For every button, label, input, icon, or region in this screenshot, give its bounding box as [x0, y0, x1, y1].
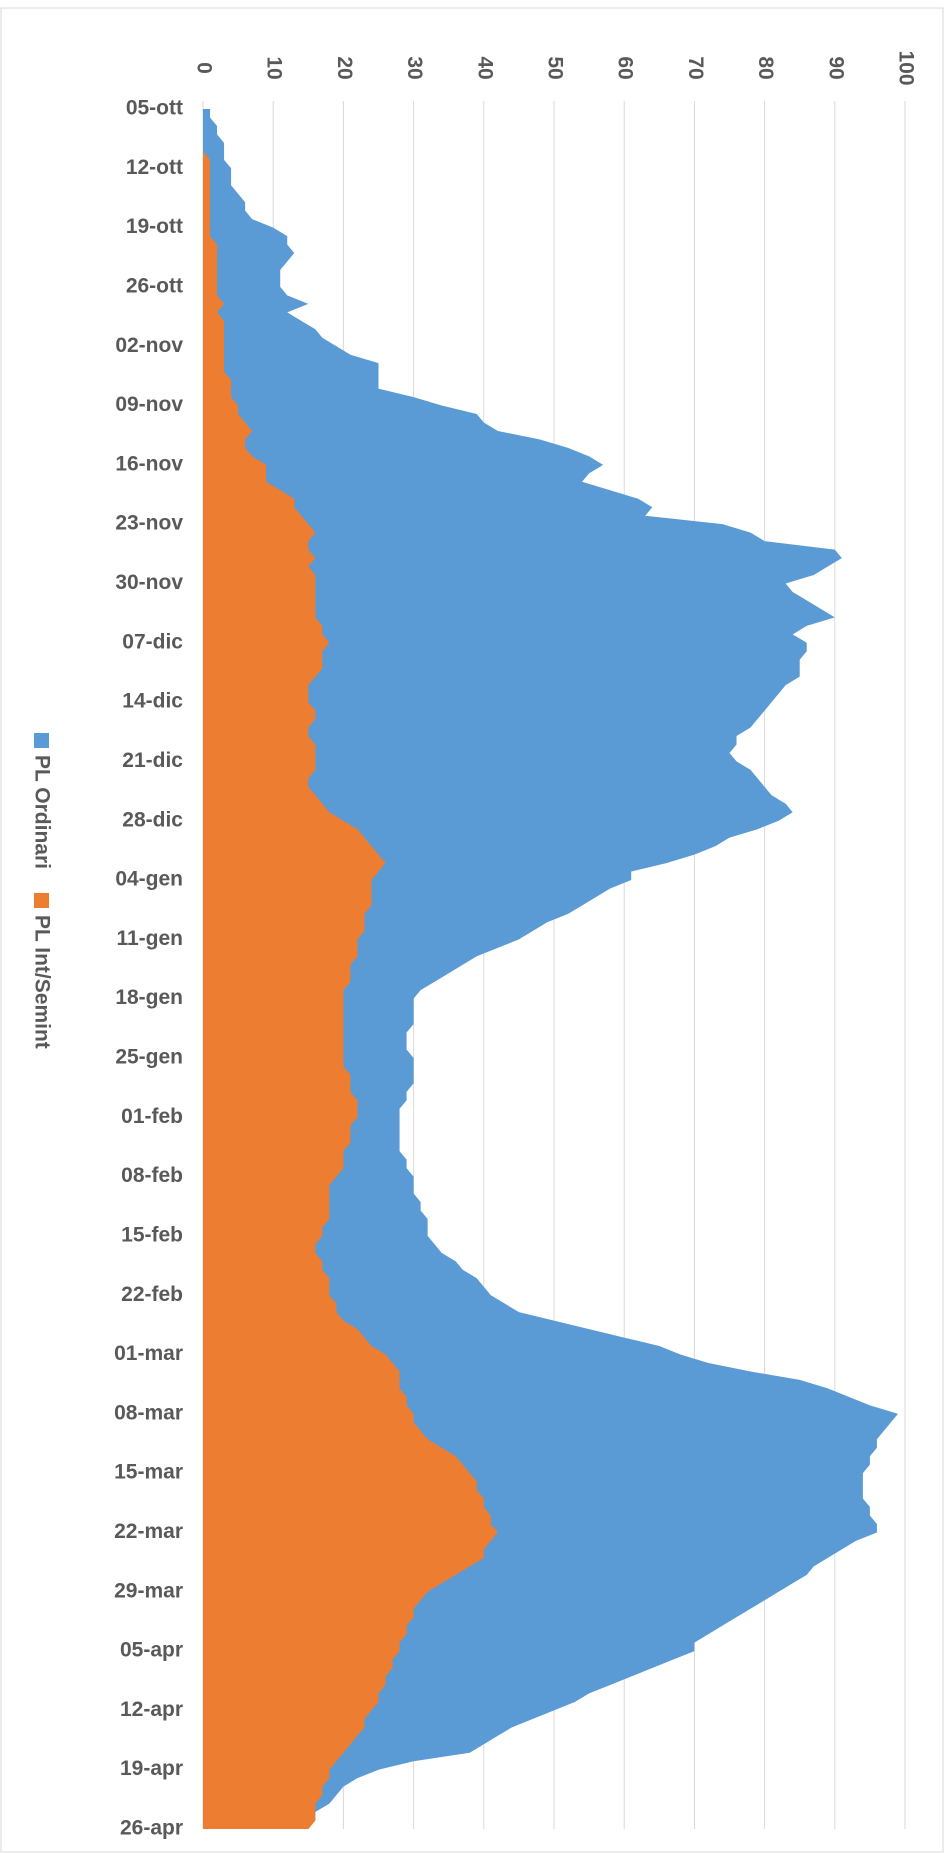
- y-tick-label: 12-apr: [120, 1698, 183, 1721]
- x-tick-label: 0: [192, 62, 215, 74]
- y-tick-label: 08-feb: [121, 1164, 183, 1187]
- y-tick-label: 23-nov: [115, 512, 183, 535]
- legend-swatch: [34, 892, 49, 908]
- legend-swatch: [34, 733, 49, 748]
- chart-border: [0, 7, 944, 1853]
- y-tick-label: 22-mar: [114, 1520, 183, 1543]
- y-tick-label: 01-mar: [114, 1342, 183, 1365]
- x-tick-label: 30: [403, 56, 426, 79]
- y-tick-label: 15-mar: [114, 1461, 183, 1484]
- y-tick-label: 25-gen: [115, 1046, 183, 1069]
- y-tick-label: 12-ott: [126, 156, 183, 179]
- y-tick-label: 11-gen: [116, 927, 183, 950]
- x-tick-label: 10: [263, 56, 286, 79]
- y-tick-label: 19-ott: [126, 215, 183, 238]
- x-tick-label: 90: [824, 56, 847, 79]
- y-tick-label: 09-nov: [115, 393, 183, 416]
- y-tick-label: 30-nov: [115, 571, 183, 594]
- y-tick-label: 14-dic: [122, 690, 183, 713]
- x-tick-label: 80: [754, 56, 777, 79]
- y-tick-label: 19-apr: [120, 1757, 183, 1780]
- y-tick-label: 29-mar: [114, 1579, 183, 1602]
- y-tick-label: 15-feb: [121, 1223, 183, 1246]
- x-tick-label: 70: [684, 56, 707, 79]
- area: [203, 109, 498, 1829]
- legend-label: PL Int/Semint: [30, 915, 53, 1049]
- legend-label: PL Ordinari: [30, 755, 53, 869]
- y-tick-label: 07-dic: [122, 630, 183, 653]
- y-tick-label: 04-gen: [115, 868, 183, 891]
- y-tick-label: 01-feb: [121, 1105, 183, 1128]
- y-tick-label: 18-gen: [115, 986, 183, 1009]
- y-tick-label: 16-nov: [115, 452, 183, 475]
- x-tick-label: 40: [473, 56, 496, 79]
- legend: PL Ordinari PL Int/Semint: [30, 733, 53, 1049]
- y-tick-label: 26-apr: [120, 1817, 183, 1840]
- x-tick-label: 20: [333, 56, 356, 79]
- y-tick-label: 28-dic: [122, 808, 183, 831]
- y-tick-label: 05-ott: [126, 97, 183, 120]
- y-tick-label: 26-ott: [126, 274, 183, 297]
- x-tick-label: 100: [894, 50, 917, 85]
- y-tick-label: 22-feb: [121, 1283, 183, 1306]
- y-tick-label: 05-apr: [120, 1639, 183, 1662]
- x-tick-label: 50: [543, 56, 566, 79]
- y-tick-label: 02-nov: [115, 334, 183, 357]
- y-tick-label: 08-mar: [114, 1401, 183, 1424]
- x-tick-label: 60: [614, 56, 637, 79]
- y-tick-label: 21-dic: [122, 749, 183, 772]
